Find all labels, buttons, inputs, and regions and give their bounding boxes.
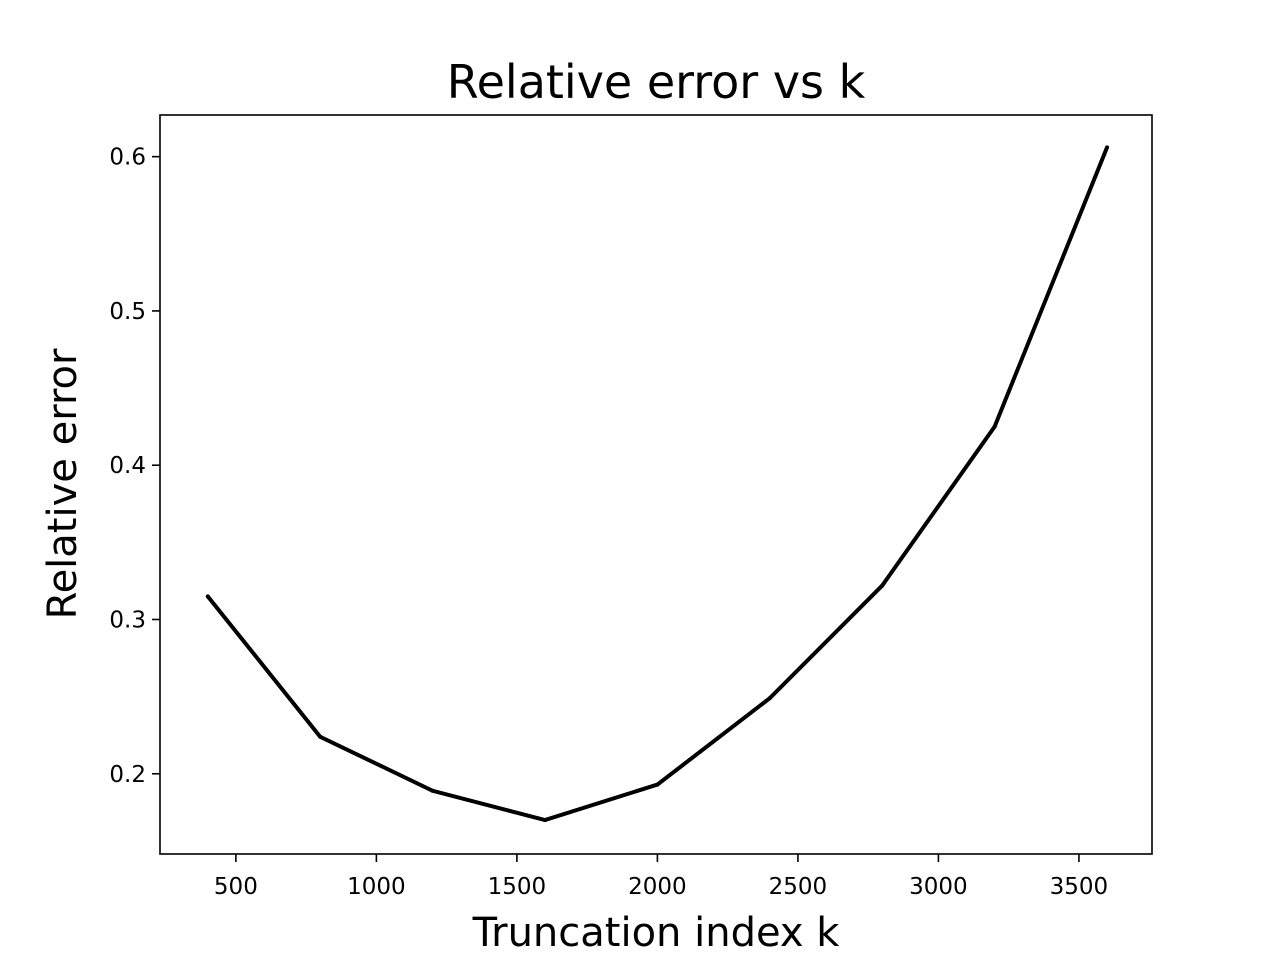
x-tick-label: 2500 [769,874,828,900]
data-point [767,696,772,701]
x-tick-label: 1500 [488,874,547,900]
y-axis-ticks: 0.2 0.3 0.4 0.5 0.6 [109,145,160,788]
x-tick-label: 500 [214,874,258,900]
x-tick-label: 1000 [347,874,406,900]
data-point [655,782,660,787]
data-point [430,788,435,793]
axes-frame [159,114,1153,855]
data-point [880,583,885,588]
y-tick-label: 0.4 [109,453,146,479]
x-tick-label: 3500 [1050,874,1109,900]
data-point [992,424,997,429]
x-axis-label: Truncation index k [472,910,841,956]
data-point [205,594,210,599]
y-tick-label: 0.3 [109,607,146,633]
y-tick-label: 0.6 [109,145,146,171]
x-tick-label: 3000 [909,874,968,900]
y-tick-label: 0.5 [109,299,146,325]
data-point [318,734,323,739]
x-tick-label: 2000 [628,874,687,900]
x-axis-ticks: 500 1000 1500 2000 2500 3000 3500 [214,854,1108,900]
series-layer [205,145,1110,823]
y-axis-label: Relative error [40,348,86,619]
data-point [1105,145,1110,150]
plot-area [159,114,1153,855]
chart-title: Relative error vs k [447,55,866,109]
data-point [542,818,547,823]
y-tick-label: 0.2 [109,762,146,788]
